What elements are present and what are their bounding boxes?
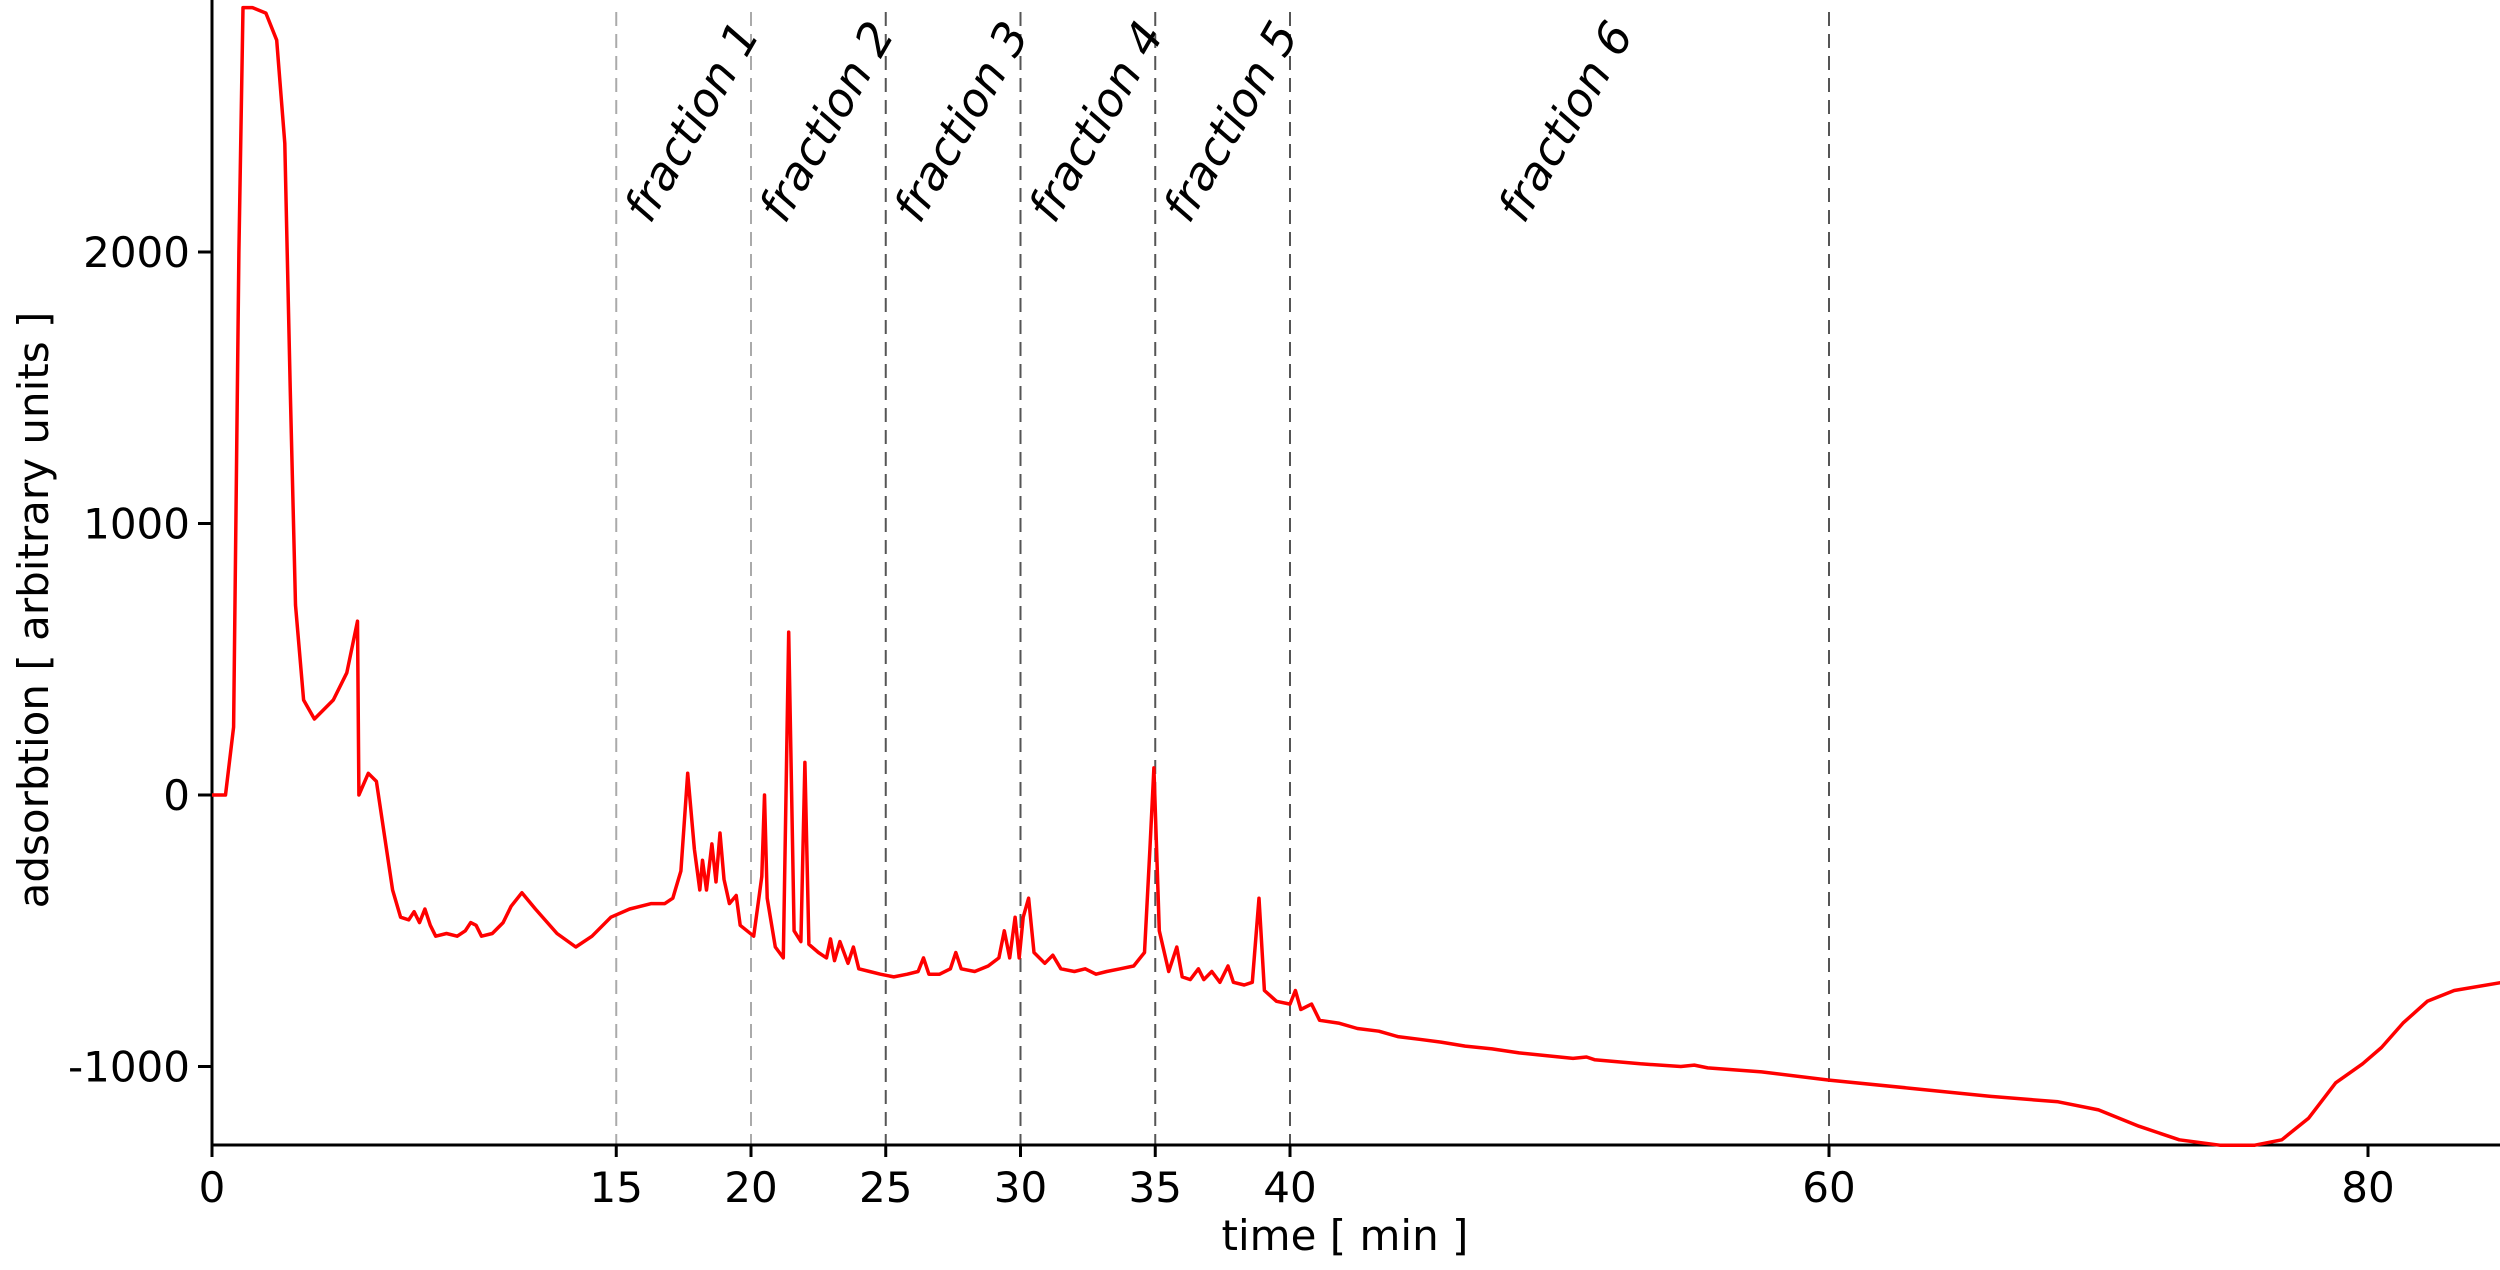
y-tick-label-2000: 2000	[83, 228, 190, 277]
x-tick-label-30: 30	[994, 1163, 1047, 1212]
x-axis-ticks: 0 15 20 25 30 35 40 60 80	[199, 1145, 2395, 1212]
y-axis-ticks: 2000 1000 0 -1000	[68, 228, 212, 1092]
x-tick-label-20: 20	[724, 1163, 777, 1212]
fraction-label-2: fraction 2	[748, 12, 905, 230]
x-tick-label-25: 25	[859, 1163, 912, 1212]
x-tick-label-80: 80	[2341, 1163, 2394, 1212]
fraction-label-1: fraction 1	[613, 12, 770, 230]
y-tick-label-1000: 1000	[83, 500, 190, 549]
y-axis-label: adsorbtion [ arbitrary units ]	[9, 312, 58, 909]
x-tick-label-15: 15	[590, 1163, 643, 1212]
fraction-label-5: fraction 5	[1152, 12, 1309, 230]
absorbance-series-line	[212, 5, 2500, 1147]
fraction-label-3: fraction 3	[883, 12, 1040, 230]
fraction-boundary-lines	[615, 12, 1830, 1145]
x-tick-label-40: 40	[1263, 1163, 1316, 1212]
fraction-label-4: fraction 4	[1017, 12, 1174, 230]
x-axis-label: time [ min ]	[1222, 1211, 1469, 1260]
x-tick-label-0: 0	[199, 1163, 226, 1212]
x-tick-label-60: 60	[1802, 1163, 1855, 1212]
x-tick-label-35: 35	[1129, 1163, 1182, 1212]
y-tick-label-0: 0	[163, 771, 190, 820]
fraction-label-6: fraction 6	[1487, 12, 1644, 230]
axes	[210, 0, 2500, 1147]
y-tick-label--1000: -1000	[68, 1043, 190, 1092]
